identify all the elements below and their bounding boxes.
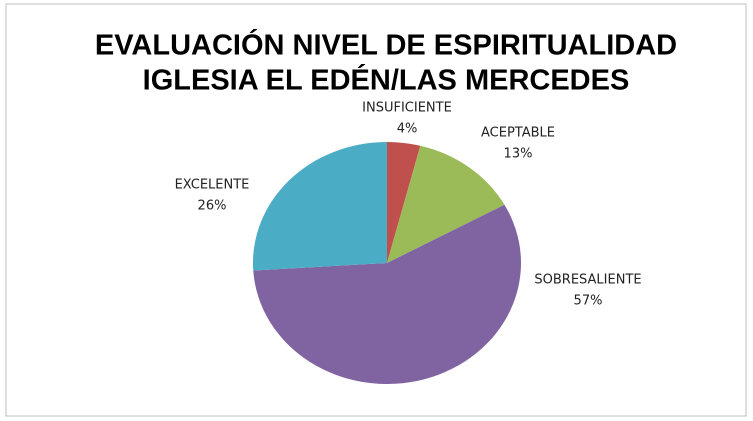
chart-title: IGLESIA EL EDÉN/LAS MERCEDES (143, 63, 630, 97)
slice-label: INSUFICIENTE (362, 101, 452, 116)
slice-value-label: 26% (198, 199, 227, 214)
pie-slice (387, 142, 421, 263)
slice-label: ACEPTABLE (481, 126, 555, 141)
slice-label: SOBRESALIENTE (534, 273, 641, 288)
slice-value-label: 13% (504, 147, 533, 162)
pie-slice (253, 142, 387, 271)
pie-slice (253, 204, 521, 384)
chart-title: EVALUACIÓN NIVEL DE ESPIRITUALIDAD (95, 28, 677, 62)
slice-value-label: 57% (574, 294, 603, 309)
slice-value-label: 4% (397, 122, 418, 137)
slice-label: EXCELENTE (175, 178, 250, 193)
pie-slice (387, 145, 505, 263)
